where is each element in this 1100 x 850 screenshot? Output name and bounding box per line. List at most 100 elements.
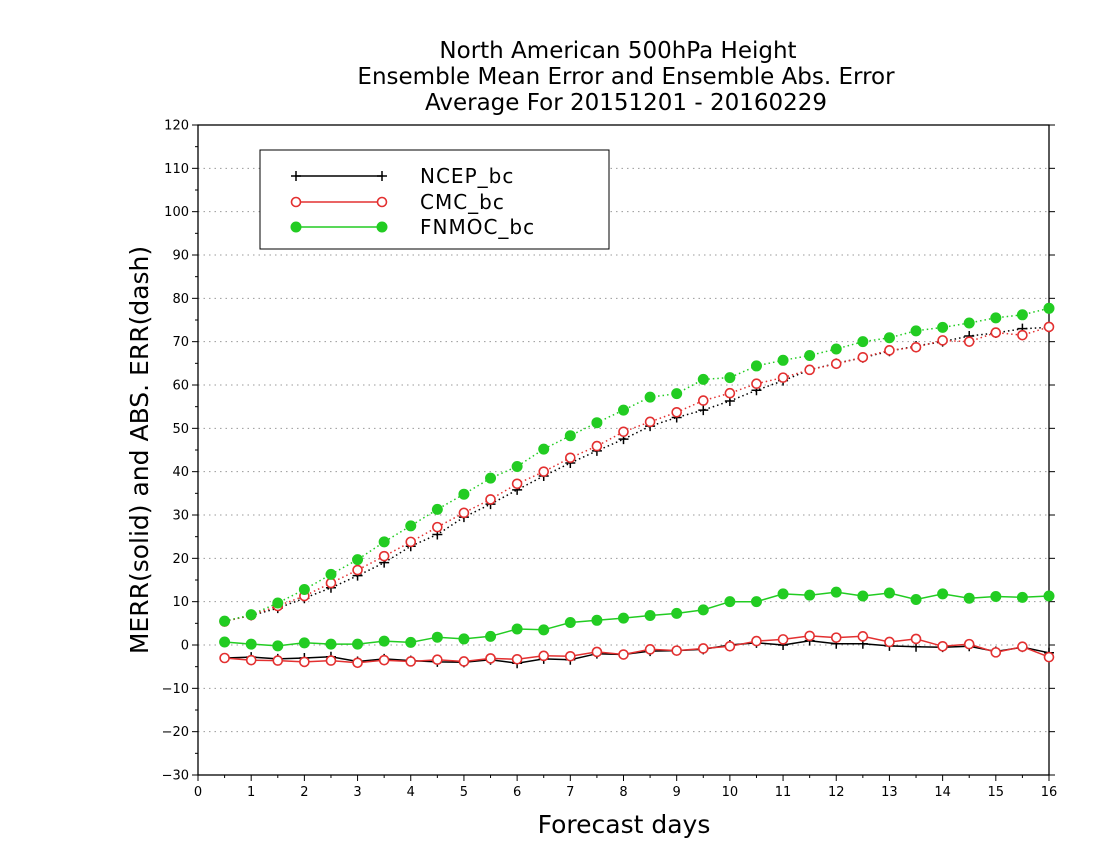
abs-err-point-fnmoc-bc [378, 536, 390, 548]
legend-marker-cmc-bc [376, 196, 388, 208]
abs-err-point-fnmoc-bc [1016, 309, 1028, 321]
merr-point-fnmoc-bc [937, 588, 949, 600]
abs-err-point-fnmoc-bc [777, 354, 789, 366]
y-tick-label: 120 [164, 119, 189, 134]
abs-err-point-cmc-bc [352, 564, 363, 576]
merr-point-cmc-bc [937, 640, 948, 652]
abs-err-point-cmc-bc [1043, 321, 1055, 333]
abs-err-point-fnmoc-bc [750, 360, 762, 372]
abs-err-point-cmc-bc [990, 327, 1002, 338]
merr-point-fnmoc-bc [883, 587, 895, 599]
merr-point-fnmoc-bc [538, 624, 550, 636]
abs-err-point-cmc-bc [538, 466, 550, 477]
x-tick-label: 6 [513, 785, 521, 800]
merr-point-cmc-bc [325, 655, 337, 666]
x-tick-label: 11 [775, 785, 792, 800]
merr-point-fnmoc-bc [325, 638, 337, 650]
abs-err-point-fnmoc-bc [298, 584, 310, 596]
abs-err-point-cmc-bc [857, 351, 869, 363]
abs-err-point-fnmoc-bc [937, 321, 949, 333]
abs-err-point-fnmoc-bc [325, 568, 337, 580]
merr-point-fnmoc-bc [378, 635, 390, 647]
abs-err-point-cmc-bc [432, 521, 443, 533]
merr-point-cmc-bc [511, 653, 523, 665]
abs-err-point-cmc-bc [884, 345, 895, 356]
merr-point-cmc-bc [671, 645, 682, 656]
merr-point-fnmoc-bc [697, 604, 709, 616]
abs-err-point-cmc-bc [325, 577, 337, 589]
x-tick-label: 3 [353, 785, 361, 800]
merr-point-fnmoc-bc [485, 630, 497, 642]
merr-point-fnmoc-bc [458, 633, 470, 645]
legend-label-cmc: CMC_bc [420, 190, 505, 214]
y-tick-label: 70 [172, 335, 189, 350]
merr-point-cmc-bc [618, 649, 629, 660]
abs-err-point-fnmoc-bc [883, 332, 895, 344]
legend-marker-ncep-bc [291, 171, 301, 181]
title-line-2: Ensemble Mean Error and Ensemble Abs. Er… [357, 64, 895, 90]
title-line-1: North American 500hPa Height [439, 38, 796, 64]
abs-err-point-cmc-bc [485, 494, 496, 505]
merr-point-fnmoc-bc [245, 638, 257, 650]
abs-err-point-cmc-bc [591, 440, 603, 452]
abs-err-point-fnmoc-bc [963, 317, 975, 329]
chart-title: North American 500hPa Height Ensemble Me… [357, 38, 895, 116]
y-tick-label: −20 [162, 725, 189, 740]
merr-point-cmc-bc [565, 650, 576, 662]
merr-point-cmc-bc [272, 655, 284, 666]
abs-err-point-fnmoc-bc [618, 404, 629, 416]
merr-point-fnmoc-bc [671, 607, 683, 619]
abs-err-point-fnmoc-bc [591, 417, 603, 429]
merr-point-cmc-bc [830, 632, 842, 643]
abs-err-point-cmc-bc [724, 387, 736, 399]
abs-err-point-cmc-bc [618, 426, 629, 438]
merr-point-fnmoc-bc [910, 594, 922, 605]
merr-point-fnmoc-bc [618, 612, 629, 624]
abs-err-point-fnmoc-bc [910, 325, 922, 337]
merr-point-fnmoc-bc [405, 636, 417, 648]
abs-err-point-cmc-bc [804, 364, 815, 376]
merr-point-cmc-bc [990, 647, 1002, 658]
abs-err-point-fnmoc-bc [458, 488, 470, 500]
legend-label-fnmoc: FNMOC_bc [420, 215, 535, 239]
abs-err-point-fnmoc-bc [1043, 302, 1055, 314]
abs-err-point-fnmoc-bc [671, 388, 683, 400]
title-line-3: Average For 20151201 - 20160229 [425, 90, 827, 116]
merr-point-fnmoc-bc [1016, 591, 1028, 603]
abs-err-point-cmc-bc [511, 478, 523, 490]
x-tick-label: 8 [619, 785, 627, 800]
abs-err-point-cmc-bc [697, 395, 709, 406]
y-tick-label: 110 [164, 162, 189, 177]
y-tick-label: 90 [172, 249, 189, 264]
merr-point-cmc-bc [538, 650, 550, 662]
merr-point-cmc-bc [485, 653, 496, 664]
merr-point-cmc-bc [458, 656, 470, 667]
y-tick-label: 80 [172, 292, 189, 307]
x-tick-label: 12 [828, 785, 845, 800]
merr-point-fnmoc-bc [272, 640, 284, 652]
abs-err-point-cmc-bc [910, 341, 922, 353]
abs-err-point-fnmoc-bc [830, 343, 842, 355]
y-axis-label: MERR(solid) and ABS. ERR(dash) [125, 246, 154, 654]
y-tick-label: 100 [164, 205, 189, 220]
legend-marker-fnmoc-bc [290, 221, 302, 233]
merr-point-cmc-bc [644, 644, 656, 655]
abs-err-point-cmc-bc [777, 372, 789, 383]
x-tick-label: 2 [300, 785, 308, 800]
x-tick-label: 15 [988, 785, 1005, 800]
legend-label-ncep: NCEP_bc [420, 164, 514, 188]
merr-point-cmc-bc [910, 633, 922, 645]
merr-point-cmc-bc [697, 643, 709, 654]
x-tick-label: 9 [673, 785, 681, 800]
x-tick-label: 7 [566, 785, 574, 800]
merr-point-cmc-bc [299, 656, 310, 668]
abs-err-point-fnmoc-bc [804, 350, 816, 362]
abs-err-point-cmc-bc [378, 550, 390, 562]
merr-point-fnmoc-bc [219, 636, 231, 648]
y-tick-label: 0 [181, 639, 189, 654]
merr-point-fnmoc-bc [591, 614, 603, 626]
y-tick-label: 10 [172, 595, 189, 610]
